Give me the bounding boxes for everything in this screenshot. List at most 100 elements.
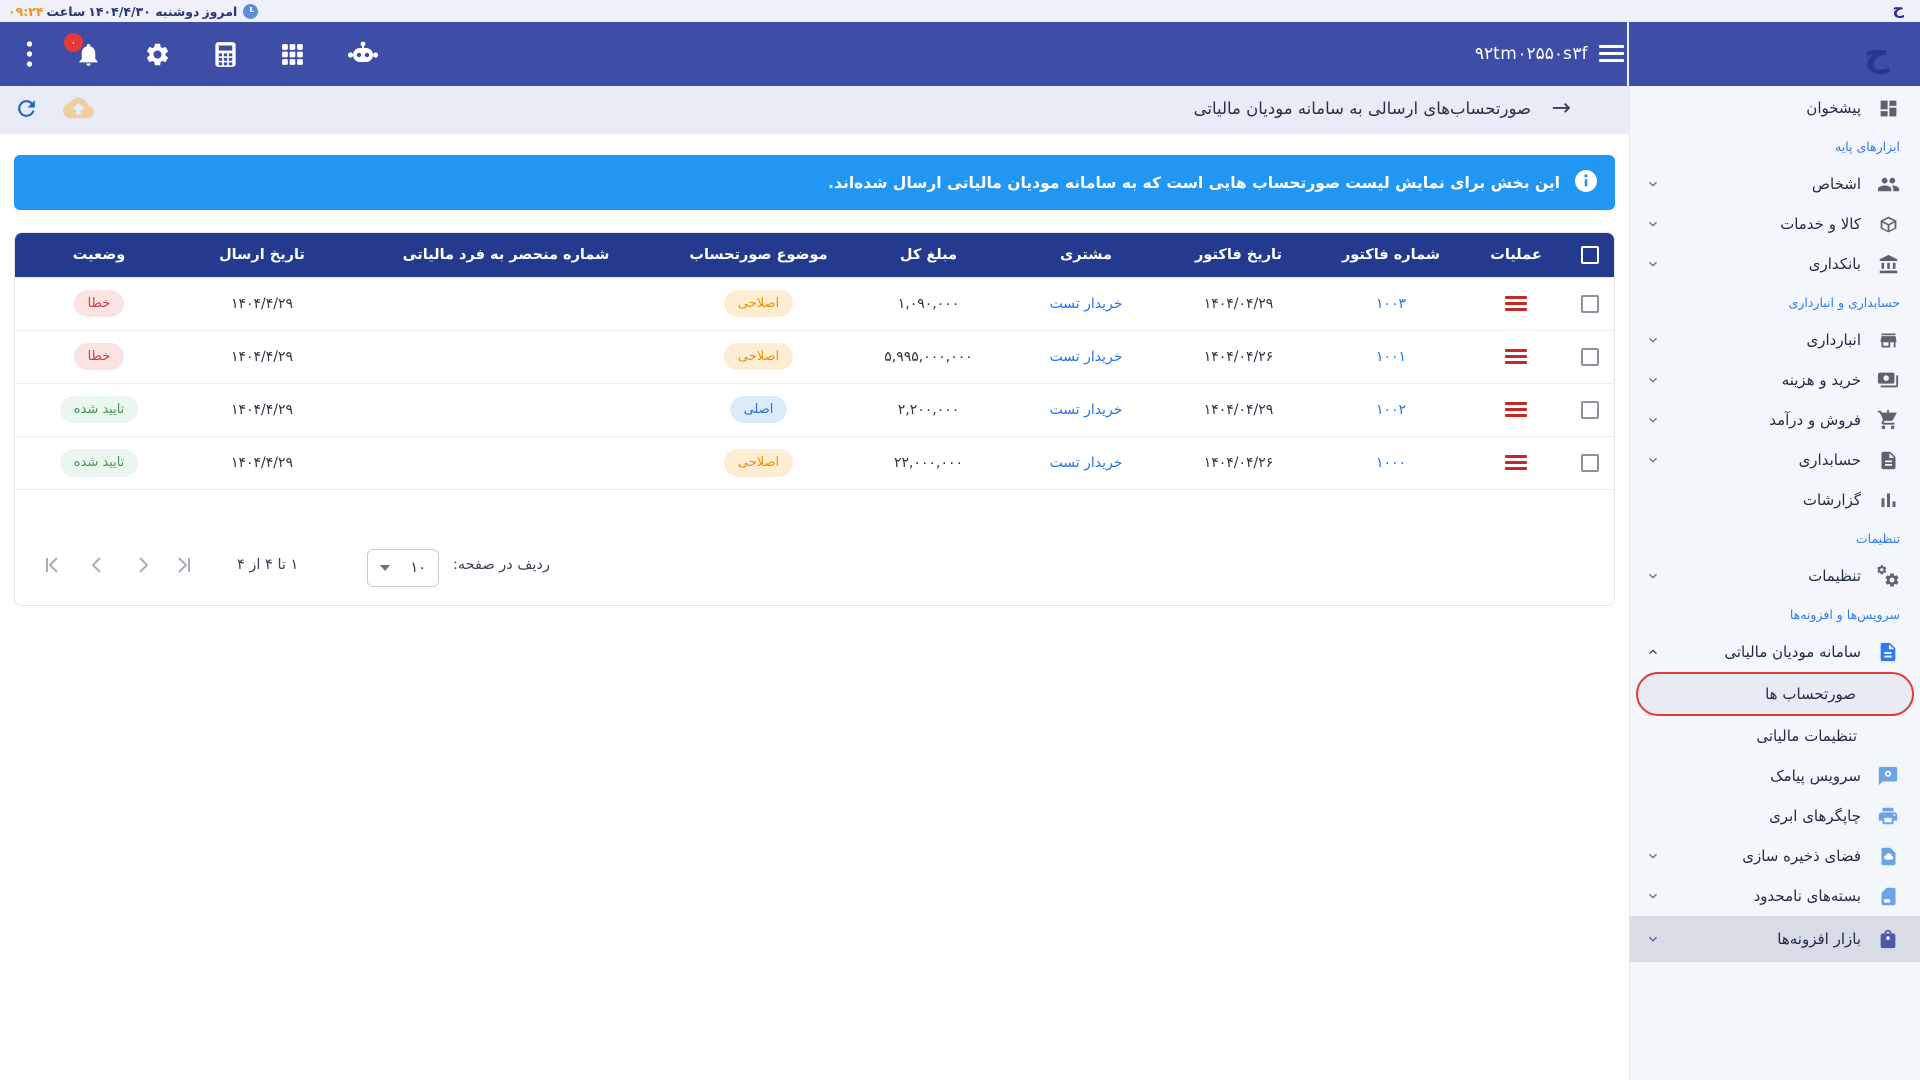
chevron-down-icon: [1646, 257, 1660, 271]
top-strip: امروز دوشنبه ۱۴۰۴/۴/۳۰ ساعت ۰۹:۲۴ ح: [0, 0, 1920, 22]
main-content: → صورتحساب‌های ارسالی به سامانه مودیان م…: [0, 86, 1629, 1080]
prev-page-icon[interactable]: [85, 553, 109, 577]
sidebar-item-banking[interactable]: بانکداری: [1630, 244, 1920, 284]
navbar-divider: [1627, 22, 1629, 86]
calculator-icon[interactable]: [213, 41, 238, 68]
col-subject: موضوع صورتحساب: [671, 233, 846, 277]
chevron-down-icon: [1646, 569, 1660, 583]
sidebar-section-basic-tools: ابزارهای پایه: [1835, 138, 1900, 154]
sidebar-item-purchase-expense[interactable]: خرید و هزینه: [1630, 360, 1920, 400]
col-customer: مشتری: [1011, 233, 1161, 277]
send-date: ۱۴۰۴/۴/۲۹: [183, 435, 341, 489]
next-page-icon[interactable]: [131, 553, 155, 577]
table-header-row: عملیات شماره فاکتور تاریخ فاکتور مشتری م…: [15, 233, 1614, 277]
cart-icon: [1876, 408, 1900, 432]
apps-grid-icon[interactable]: [280, 42, 305, 67]
invoice-number-link[interactable]: ۱۰۰۲: [1375, 401, 1407, 418]
business-id[interactable]: ۹۲tm۰۲۵۵۰s۳f: [1474, 44, 1588, 64]
invoice-number-link[interactable]: ۱۰۰۰: [1375, 454, 1407, 471]
rows-per-page-select[interactable]: ۱۰: [367, 549, 439, 587]
total-amount: ۵,۹۹۵,۰۰۰,۰۰۰: [846, 329, 1011, 383]
sidebar-item-warehousing[interactable]: انبارداری: [1630, 320, 1920, 360]
sidebar-item-tax-moadian-system[interactable]: سامانه مودیان مالیاتی: [1630, 632, 1920, 672]
sidebar-item-reports[interactable]: گزارشات: [1630, 480, 1920, 520]
last-page-icon[interactable]: [173, 553, 197, 577]
table-row: ۱۰۰۳ ۱۴۰۴/۰۴/۲۹ خریدار تست ۱,۰۹۰,۰۰۰ اصل…: [15, 276, 1614, 330]
status-badge: تایید شده: [59, 395, 139, 424]
sidebar-item-dashboard[interactable]: پیشخوان: [1630, 88, 1920, 128]
status-badge: تایید شده: [59, 448, 139, 477]
row-checkbox[interactable]: [1581, 400, 1599, 419]
assistant-robot-icon[interactable]: [347, 40, 379, 68]
bar-chart-icon: [1876, 488, 1900, 512]
sidebar-item-addons-market[interactable]: بازار افزونه‌ها: [1630, 916, 1920, 962]
row-actions-icon[interactable]: [1505, 455, 1527, 471]
menu-hamburger-icon[interactable]: [1599, 45, 1624, 62]
settings-gear-icon[interactable]: [144, 41, 171, 68]
row-checkbox[interactable]: [1581, 294, 1599, 313]
cloud-upload-icon[interactable]: [63, 95, 94, 125]
row-checkbox[interactable]: [1581, 453, 1599, 472]
subject-badge: اصلی: [729, 395, 788, 424]
people-icon: [1876, 172, 1900, 196]
hour-label: ساعت: [46, 3, 86, 19]
status-badge: خطا: [73, 342, 125, 371]
subject-badge: اصلاحی: [723, 342, 794, 371]
cloud-printer-icon: [1876, 804, 1900, 828]
row-checkbox[interactable]: [1581, 347, 1599, 366]
invoice-date: ۱۴۰۴/۰۴/۲۹: [1161, 382, 1316, 436]
col-invoice-number: شماره فاکتور: [1316, 233, 1466, 277]
today-prefix: امروز: [202, 3, 238, 19]
table-row: ۱۰۰۱ ۱۴۰۴/۰۴/۲۶ خریدار تست ۵,۹۹۵,۰۰۰,۰۰۰…: [15, 329, 1614, 383]
sidebar-item-cloud-printers[interactable]: چاپگرهای ابری: [1630, 796, 1920, 836]
send-date: ۱۴۰۴/۴/۲۹: [183, 329, 341, 383]
today-date: دوشنبه ۱۴۰۴/۴/۳۰: [88, 3, 200, 19]
send-date: ۱۴۰۴/۴/۲۹: [183, 382, 341, 436]
journal-icon: [1876, 448, 1900, 472]
invoices-table-card: عملیات شماره فاکتور تاریخ فاکتور مشتری م…: [14, 232, 1615, 606]
sidebar-item-goods-services[interactable]: کالا و خدمات: [1630, 204, 1920, 244]
chevron-down-icon: [1646, 217, 1660, 231]
chevron-down-icon: [1646, 177, 1660, 191]
row-actions-icon[interactable]: [1505, 402, 1527, 417]
sidebar-subitem-invoices[interactable]: صورتحساب ها: [1636, 672, 1914, 716]
total-amount: ۲,۲۰۰,۰۰۰: [846, 382, 1011, 436]
select-all-checkbox[interactable]: [1581, 245, 1599, 264]
page-header: → صورتحساب‌های ارسالی به سامانه مودیان م…: [0, 86, 1629, 134]
sidebar-item-people[interactable]: اشخاص: [1630, 164, 1920, 204]
notification-badge: ۰: [64, 32, 83, 52]
sidebar-subitem-tax-settings[interactable]: تنظیمات مالیاتی: [1756, 727, 1857, 745]
sidebar-item-accounting[interactable]: حسابداری: [1630, 440, 1920, 480]
col-tax-uid: شماره منحصر به فرد مالیاتی: [341, 233, 671, 277]
addons-bag-icon: [1876, 927, 1900, 951]
customer-link[interactable]: خریدار تست: [1049, 348, 1123, 365]
invoices-table: عملیات شماره فاکتور تاریخ فاکتور مشتری م…: [15, 233, 1614, 489]
sidebar-item-unlimited-packages[interactable]: بسته‌های نامحدود: [1630, 876, 1920, 916]
table-row: ۱۰۰۰ ۱۴۰۴/۰۴/۲۶ خریدار تست ۲۲,۰۰۰,۰۰۰ اص…: [15, 435, 1614, 489]
row-actions-icon[interactable]: [1505, 349, 1527, 364]
row-actions-icon[interactable]: [1505, 296, 1527, 311]
sidebar-section-accounting-warehousing: حسابداری و انبارداری: [1788, 294, 1900, 310]
customer-link[interactable]: خریدار تست: [1049, 401, 1123, 418]
app-logo: ح: [1864, 33, 1890, 74]
sidebar-item-settings[interactable]: تنظیمات: [1630, 556, 1920, 596]
bank-icon: [1876, 252, 1900, 276]
caret-down-icon: [380, 565, 390, 571]
chevron-up-icon: [1646, 645, 1660, 659]
customer-link[interactable]: خریدار تست: [1049, 295, 1123, 312]
notification-bell-icon[interactable]: ۰: [64, 32, 102, 68]
invoice-number-link[interactable]: ۱۰۰۳: [1375, 295, 1407, 312]
sidebar-item-storage-space[interactable]: فضای ذخیره سازی: [1630, 836, 1920, 876]
first-page-icon[interactable]: [39, 553, 63, 577]
back-arrow-icon[interactable]: →: [1551, 95, 1571, 121]
kebab-menu-icon[interactable]: [26, 40, 33, 68]
sms-service-icon: [1876, 764, 1900, 788]
refresh-icon[interactable]: [14, 96, 39, 125]
sidebar-item-sales-income[interactable]: فروش و درآمد: [1630, 400, 1920, 440]
sidebar-item-sms-service[interactable]: سرویس پیامک: [1630, 756, 1920, 796]
invoice-number-link[interactable]: ۱۰۰۱: [1375, 348, 1407, 365]
package-icon: [1876, 212, 1900, 236]
customer-link[interactable]: خریدار تست: [1049, 454, 1123, 471]
subject-badge: اصلاحی: [723, 448, 794, 477]
chevron-down-icon: [1646, 333, 1660, 347]
